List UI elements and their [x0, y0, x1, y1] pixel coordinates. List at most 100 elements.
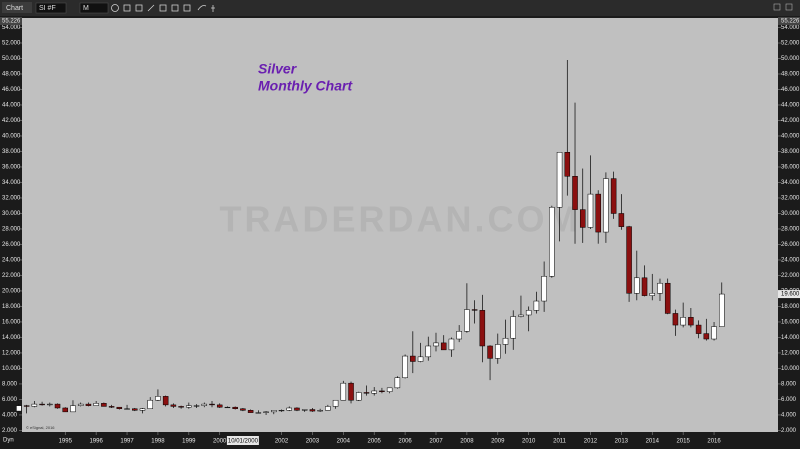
- icon[interactable]: [111, 4, 119, 12]
- candle-body: [224, 406, 231, 409]
- x-tick-label: 2002: [275, 439, 289, 445]
- y-tick-label: 30.000: [2, 211, 21, 217]
- candle-body: [340, 382, 347, 401]
- interval-box[interactable]: [79, 2, 109, 14]
- y-tick-label: 52.000: [2, 41, 21, 47]
- candle-body: [595, 193, 601, 233]
- y-tick-label: 18.000: [2, 304, 21, 310]
- y-tick-label: 40.000: [781, 134, 800, 140]
- candle-body: [711, 326, 717, 340]
- candle-body: [162, 396, 169, 406]
- y-tick-label: 34.000: [781, 180, 800, 186]
- icon[interactable]: [123, 4, 131, 12]
- y-tick-label: 54.000: [2, 25, 21, 31]
- icon[interactable]: [183, 4, 191, 12]
- x-tick-label: 2008: [460, 439, 474, 445]
- x-tick-label: 2007: [429, 439, 443, 445]
- x-tick-label: 2011: [553, 439, 567, 445]
- window-button[interactable]: [785, 3, 793, 11]
- candle-body: [579, 209, 586, 228]
- candle-body: [479, 310, 486, 347]
- candle-body: [549, 207, 555, 277]
- y-tick-label: 30.000: [781, 211, 800, 217]
- candle-body: [618, 213, 625, 227]
- x-tick-label: 2000: [213, 439, 227, 445]
- window-button[interactable]: [773, 3, 781, 11]
- candle-body: [525, 310, 532, 316]
- y-tick-label: 46.000: [2, 87, 21, 93]
- x-tick-label: 2013: [615, 439, 629, 445]
- range-box: [0, 17, 22, 25]
- candle-body: [410, 355, 416, 362]
- candle-body: [16, 405, 22, 412]
- y-tick-label: 48.000: [781, 72, 800, 78]
- y-tick-label: 6.000: [781, 397, 797, 403]
- y-tick-label: 28.000: [781, 227, 800, 233]
- y-tick-label: 44.000: [781, 103, 800, 109]
- x-tick-label: 2009: [491, 439, 505, 445]
- y-tick-label: 14.000: [2, 335, 21, 341]
- candle-body: [603, 178, 609, 233]
- x-tick-label: 2005: [368, 439, 382, 445]
- y-tick-label: 38.000: [2, 149, 21, 155]
- icon[interactable]: [135, 4, 143, 12]
- tab[interactable]: [2, 2, 32, 13]
- y-tick-label: 46.000: [781, 87, 800, 93]
- icon[interactable]: [197, 5, 207, 11]
- candle-body: [23, 405, 30, 407]
- candle-body: [487, 345, 493, 359]
- chart-subtitle: Monthly Chart: [258, 78, 353, 94]
- candle-body: [626, 226, 632, 294]
- candle-body: [47, 403, 53, 406]
- candle-body: [139, 408, 146, 411]
- candle-body: [216, 404, 223, 408]
- y-tick-label: 36.000: [2, 165, 21, 171]
- x-tick-label: 2003: [306, 439, 320, 445]
- x-tick-label: 2010: [522, 439, 536, 445]
- icon[interactable]: [147, 4, 155, 12]
- candle-body: [240, 408, 246, 411]
- range-label: 55.226: [781, 19, 800, 25]
- y-tick-label: 42.000: [2, 118, 21, 124]
- candle-body: [464, 309, 470, 332]
- toolbar-icons[interactable]: [111, 4, 216, 13]
- x-tick-label: 1996: [89, 439, 103, 445]
- candle-body: [363, 392, 370, 394]
- x-tick-label: 2004: [337, 439, 351, 445]
- candle-body: [278, 410, 285, 412]
- y-tick-label: 38.000: [781, 149, 800, 155]
- candle-body: [263, 411, 269, 413]
- y-tick-label: 44.000: [2, 103, 21, 109]
- y-tick-label: 26.000: [781, 242, 800, 248]
- y-tick-label: 2.000: [2, 428, 18, 434]
- candle-body: [572, 176, 578, 210]
- tab-label[interactable]: Chart: [6, 5, 23, 12]
- symbol[interactable]: SI #F: [39, 5, 56, 12]
- candle-body: [116, 406, 123, 410]
- icon[interactable]: [171, 4, 179, 12]
- candle-body: [70, 405, 76, 413]
- candle-body: [425, 345, 432, 358]
- interval[interactable]: M: [83, 5, 89, 12]
- candle-body: [124, 408, 130, 410]
- icon[interactable]: [159, 4, 167, 12]
- candle-body: [325, 406, 331, 411]
- y-tick-label: 40.000: [2, 134, 21, 140]
- candle-body: [672, 313, 679, 326]
- candle-body: [31, 403, 38, 407]
- last-price-label: 19.600: [781, 292, 800, 298]
- y-tick-label: 52.000: [781, 41, 800, 47]
- candle-body: [85, 403, 92, 406]
- y-tick-label: 10.000: [781, 366, 800, 372]
- x-tick-label: 2012: [584, 439, 598, 445]
- y-tick-label: 26.000: [2, 242, 21, 248]
- y-tick-label: 28.000: [2, 227, 21, 233]
- candle-body: [271, 410, 277, 413]
- icon[interactable]: [211, 5, 215, 12]
- watermark: TRADERDAN.COM: [220, 199, 581, 240]
- y-tick-label: 32.000: [781, 196, 800, 202]
- range-box: [778, 17, 800, 25]
- candle-body: [39, 403, 45, 406]
- symbol-box[interactable]: [35, 2, 67, 14]
